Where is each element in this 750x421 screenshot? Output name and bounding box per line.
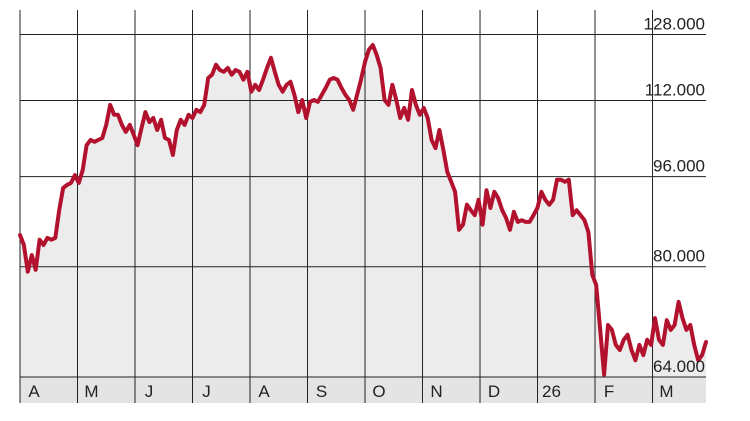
x-tick-label: 26 [542,382,561,401]
y-tick-label: 80.000 [653,247,705,266]
y-tick-label: 96.000 [653,157,705,176]
x-axis-band [20,377,706,403]
y-tick-label: 64.000 [653,357,705,376]
x-tick-label: A [28,382,40,401]
y-tick-label: 128.000 [644,14,705,33]
x-tick-label: N [430,382,442,401]
y-tick-label: 112.000 [645,80,705,99]
x-tick-label: S [316,382,327,401]
x-tick-label: J [145,382,154,401]
x-tick-label: F [604,382,614,401]
price-line [18,43,708,377]
x-tick-label: D [488,382,500,401]
x-tick-label: J [202,382,211,401]
x-tick-label: A [258,382,270,401]
x-tick-label: M [84,382,98,401]
x-tick-label: O [372,382,385,401]
area-fill [20,45,706,377]
x-tick-label: M [659,382,673,401]
